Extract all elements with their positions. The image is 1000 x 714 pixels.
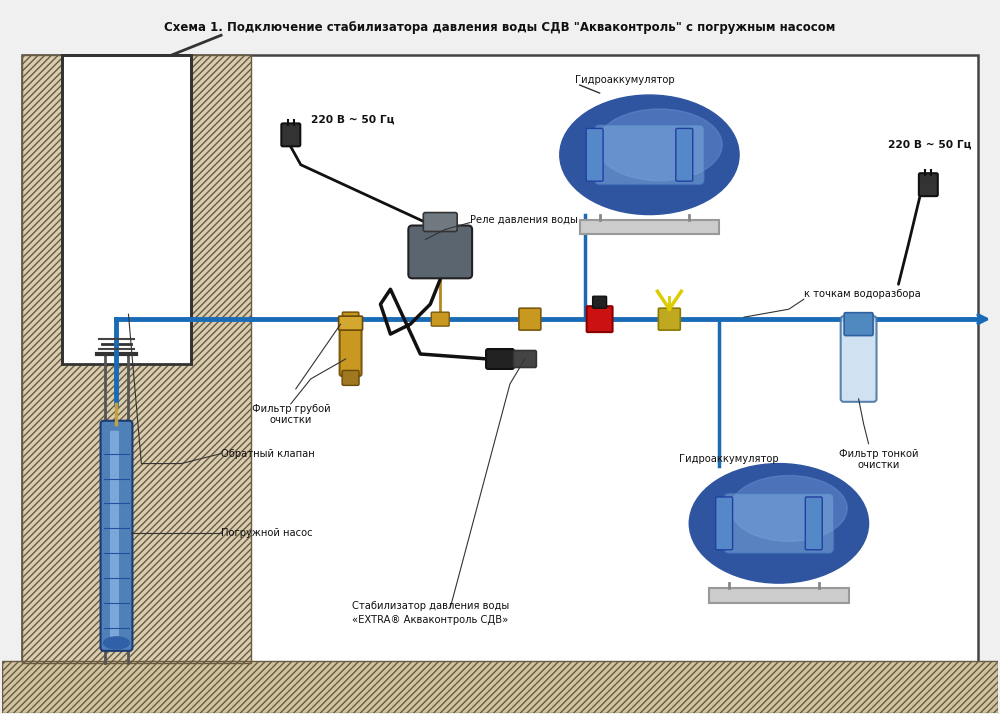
FancyBboxPatch shape xyxy=(339,316,363,330)
Text: Фильтр грубой
очистки: Фильтр грубой очистки xyxy=(252,404,330,426)
Text: 220 В ~ 50 Гц: 220 В ~ 50 Гц xyxy=(888,140,972,150)
Text: к точкам водоразбора: к точкам водоразбора xyxy=(804,289,921,299)
Text: Гидроаккумулятор: Гидроаккумулятор xyxy=(575,75,674,85)
Text: Фильтр тонкой
очистки: Фильтр тонкой очистки xyxy=(839,448,918,471)
FancyBboxPatch shape xyxy=(805,497,822,550)
Ellipse shape xyxy=(731,476,847,541)
FancyBboxPatch shape xyxy=(342,312,359,326)
FancyBboxPatch shape xyxy=(423,213,457,231)
FancyBboxPatch shape xyxy=(340,322,362,376)
FancyBboxPatch shape xyxy=(592,313,607,326)
FancyBboxPatch shape xyxy=(281,124,300,146)
FancyBboxPatch shape xyxy=(22,55,251,663)
FancyBboxPatch shape xyxy=(513,351,536,368)
FancyBboxPatch shape xyxy=(2,661,998,713)
FancyBboxPatch shape xyxy=(841,316,877,402)
FancyBboxPatch shape xyxy=(595,125,704,185)
FancyBboxPatch shape xyxy=(408,226,472,278)
Ellipse shape xyxy=(104,637,129,649)
Text: Обратный клапан: Обратный клапан xyxy=(221,448,315,458)
FancyBboxPatch shape xyxy=(431,312,449,326)
FancyBboxPatch shape xyxy=(658,308,680,330)
Text: Стабилизатор давления воды
«EXTRA® Акваконтроль СДВ»: Стабилизатор давления воды «EXTRA® Аквак… xyxy=(352,601,509,625)
Text: Гидроаккумулятор: Гидроаккумулятор xyxy=(679,453,779,463)
FancyBboxPatch shape xyxy=(101,421,132,651)
Ellipse shape xyxy=(689,463,869,583)
FancyBboxPatch shape xyxy=(593,296,607,308)
FancyBboxPatch shape xyxy=(110,431,119,641)
Text: Погружной насос: Погружной насос xyxy=(221,528,313,538)
Text: 220 В ~ 50 Гц: 220 В ~ 50 Гц xyxy=(311,115,394,125)
FancyBboxPatch shape xyxy=(486,349,514,369)
FancyBboxPatch shape xyxy=(22,55,978,663)
FancyBboxPatch shape xyxy=(342,371,359,386)
FancyBboxPatch shape xyxy=(919,174,938,196)
FancyBboxPatch shape xyxy=(519,308,541,330)
Ellipse shape xyxy=(597,109,722,181)
Ellipse shape xyxy=(560,95,739,214)
FancyBboxPatch shape xyxy=(676,129,693,181)
Text: Схема 1. Подключение стабилизатора давления воды СДВ "Акваконтроль" с погружным : Схема 1. Подключение стабилизатора давле… xyxy=(164,21,836,34)
FancyBboxPatch shape xyxy=(522,313,537,326)
FancyBboxPatch shape xyxy=(709,588,849,603)
FancyBboxPatch shape xyxy=(62,55,191,364)
FancyBboxPatch shape xyxy=(586,129,603,181)
FancyBboxPatch shape xyxy=(716,497,733,550)
Text: Реле давления воды: Реле давления воды xyxy=(470,214,578,224)
FancyBboxPatch shape xyxy=(724,493,834,553)
FancyBboxPatch shape xyxy=(587,306,613,332)
FancyBboxPatch shape xyxy=(580,219,719,234)
FancyBboxPatch shape xyxy=(844,313,873,336)
